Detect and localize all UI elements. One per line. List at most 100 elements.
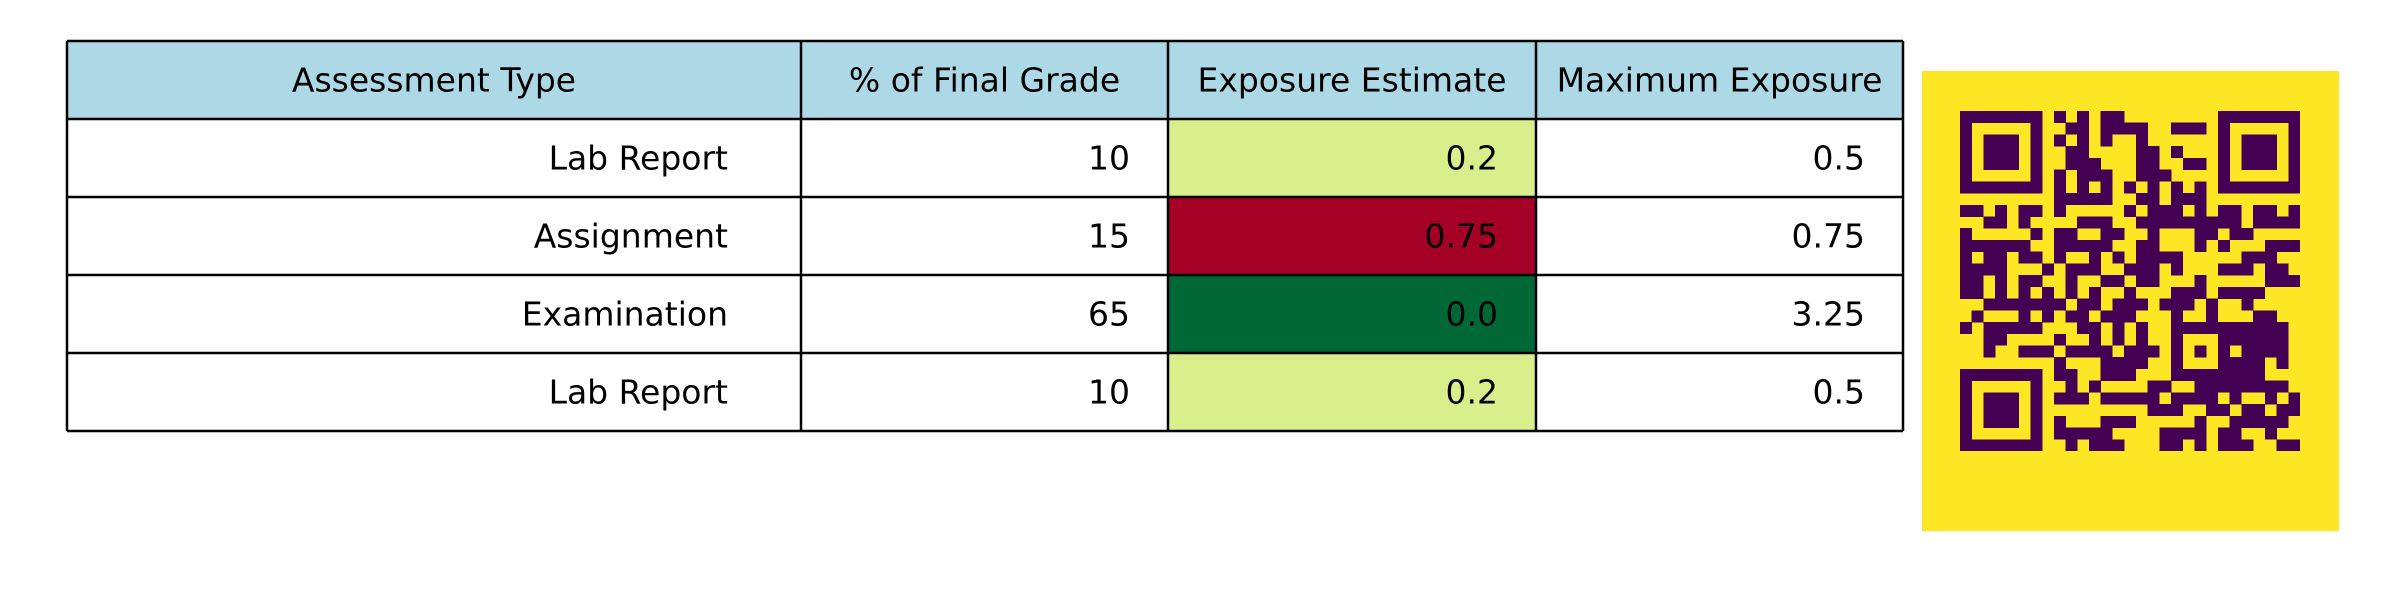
qr-module (2006, 146, 2019, 159)
qr-module (2100, 392, 2113, 405)
qr-module (2088, 169, 2101, 182)
qr-module (2112, 228, 2125, 241)
qr-module (2053, 134, 2066, 147)
qr-module (2241, 439, 2254, 451)
qr-module (2053, 333, 2066, 346)
qr-module (2276, 345, 2289, 358)
qr-module (2077, 298, 2090, 311)
qr-module (2018, 368, 2031, 381)
qr-module (2100, 228, 2113, 241)
table-cell: 0.75 (1425, 217, 1498, 256)
qr-module (2229, 439, 2242, 451)
qr-module (1983, 216, 1996, 229)
qr-module (2217, 263, 2230, 276)
qr-module (1971, 310, 1984, 323)
qr-module (2159, 204, 2172, 217)
qr-module (2288, 439, 2300, 451)
qr-module (2030, 251, 2043, 264)
qr-module (2217, 333, 2230, 346)
qr-module (2077, 345, 2090, 358)
qr-module (2264, 333, 2277, 346)
qr-module (2229, 322, 2242, 334)
qr-module (1983, 345, 1996, 358)
qr-module (2124, 122, 2137, 135)
qr-module (2241, 157, 2254, 170)
qr-module (2077, 322, 2090, 334)
qr-module (1960, 204, 1972, 217)
qr-module (2135, 345, 2148, 358)
qr-module (1983, 181, 1996, 194)
qr-module (2124, 345, 2137, 358)
qr-module (2217, 404, 2230, 417)
qr-module (2077, 111, 2090, 123)
qr-module (2077, 134, 2090, 147)
qr-module (2100, 345, 2113, 358)
qr-module (2276, 415, 2289, 428)
qr-module (2030, 404, 2043, 417)
qr-module (1995, 415, 2008, 428)
qr-module (1971, 368, 1984, 381)
qr-module (1960, 322, 1972, 334)
qr-module (1995, 204, 2008, 217)
qr-module (2288, 216, 2300, 229)
qr-module (2088, 439, 2101, 451)
qr-module (2171, 216, 2183, 229)
table-cell: 10 (1088, 373, 1130, 412)
qr-module (1960, 275, 1972, 288)
qr-module (2135, 193, 2148, 206)
qr-module (2147, 204, 2160, 217)
qr-module (2264, 345, 2277, 358)
qr-module (1995, 251, 2008, 264)
qr-module (2065, 310, 2078, 323)
qr-module (2241, 251, 2254, 264)
qr-module (1971, 111, 1984, 123)
qr-module (2100, 169, 2113, 182)
qr-module (2171, 368, 2183, 381)
qr-module (2088, 286, 2101, 299)
qr-module (2088, 380, 2101, 393)
qr-module (2018, 251, 2031, 264)
qr-module (2171, 286, 2183, 299)
qr-module (2053, 357, 2066, 370)
qr-module (2241, 111, 2254, 123)
qr-module (2088, 322, 2101, 334)
qr-module (2100, 415, 2113, 428)
qr-module (2065, 275, 2078, 288)
qr-module (1995, 439, 2008, 451)
qr-module (2194, 204, 2207, 217)
qr-module (2042, 286, 2055, 299)
qr-module (2253, 357, 2266, 370)
qr-module (2276, 357, 2289, 370)
qr-module (2171, 427, 2183, 440)
qr-module (2088, 216, 2101, 229)
qr-module (1983, 263, 1996, 276)
qr-module (2182, 286, 2195, 299)
qr-module (2100, 193, 2113, 206)
qr-module (2147, 193, 2160, 206)
qr-module (1960, 263, 1972, 276)
qr-module (2018, 216, 2031, 229)
qr-module (2053, 427, 2066, 440)
qr-module (2171, 310, 2183, 323)
qr-module (1983, 134, 1996, 147)
qr-module (2018, 111, 2031, 123)
qr-module (2253, 333, 2266, 346)
qr-module (2042, 298, 2055, 311)
qr-module (2159, 380, 2172, 393)
qr-module (2124, 392, 2137, 405)
qr-module (2100, 122, 2113, 135)
qr-module (2217, 345, 2230, 358)
qr-module (2159, 169, 2172, 182)
qr-module (1995, 275, 2008, 288)
qr-module (2241, 345, 2254, 358)
qr-module (2253, 146, 2266, 159)
qr-module (2206, 392, 2219, 405)
qr-module (1995, 263, 2008, 276)
qr-module (2006, 404, 2019, 417)
qr-module (2194, 181, 2207, 194)
qr-module (2241, 286, 2254, 299)
qr-module (2077, 146, 2090, 159)
qr-module (2276, 239, 2289, 252)
qr-module (2253, 111, 2266, 123)
qr-module (2217, 427, 2230, 440)
